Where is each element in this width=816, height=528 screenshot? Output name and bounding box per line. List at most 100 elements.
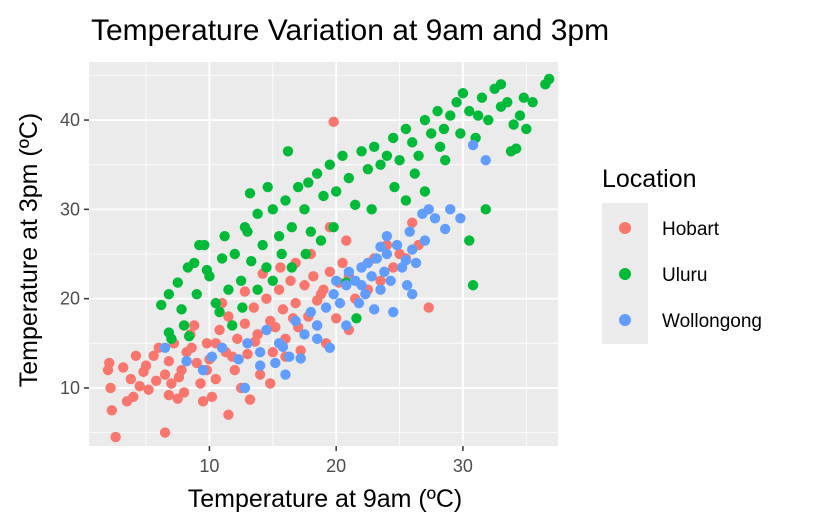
point-wollongong xyxy=(284,351,295,362)
point-hobart xyxy=(285,275,296,286)
point-hobart xyxy=(423,302,434,313)
point-wollongong xyxy=(328,288,339,300)
point-uluru xyxy=(330,186,342,197)
point-wollongong xyxy=(216,342,228,353)
point-uluru xyxy=(292,181,304,193)
point-uluru xyxy=(300,248,311,260)
point-uluru xyxy=(214,306,225,318)
point-hobart xyxy=(105,382,116,394)
point-hobart xyxy=(195,378,206,389)
point-wollongong xyxy=(330,275,342,286)
point-wollongong xyxy=(407,288,418,300)
legend-key-hobart xyxy=(619,222,631,234)
point-uluru xyxy=(518,92,529,103)
point-hobart xyxy=(239,286,251,297)
point-hobart xyxy=(130,350,142,362)
legend-label-uluru: Uluru xyxy=(662,265,707,286)
x-axis-title: Temperature at 9am (ºC) xyxy=(188,485,463,513)
point-uluru xyxy=(176,304,187,315)
point-wollongong xyxy=(445,204,456,215)
point-uluru xyxy=(495,79,507,90)
point-hobart xyxy=(229,364,240,376)
point-hobart xyxy=(191,357,202,369)
point-wollongong xyxy=(254,360,266,371)
point-hobart xyxy=(375,275,386,286)
point-wollongong xyxy=(299,329,310,340)
point-hobart xyxy=(214,324,225,336)
point-wollongong xyxy=(206,351,218,362)
point-uluru xyxy=(324,159,336,170)
point-uluru xyxy=(252,208,263,220)
point-uluru xyxy=(366,204,377,215)
point-uluru xyxy=(400,123,412,135)
point-wollongong xyxy=(369,304,380,315)
point-uluru xyxy=(445,110,456,121)
point-wollongong xyxy=(311,333,323,345)
point-hobart xyxy=(232,333,243,345)
point-hobart xyxy=(125,373,137,385)
point-hobart xyxy=(295,345,306,356)
point-hobart xyxy=(315,288,327,300)
point-uluru xyxy=(201,264,213,276)
point-hobart xyxy=(172,393,183,404)
point-uluru xyxy=(261,262,272,273)
point-hobart xyxy=(341,235,352,246)
point-uluru xyxy=(305,226,317,237)
point-uluru xyxy=(246,255,257,267)
point-hobart xyxy=(328,116,339,128)
point-hobart xyxy=(308,271,319,282)
point-wollongong xyxy=(320,302,332,313)
point-uluru xyxy=(527,96,538,108)
point-wollongong xyxy=(273,338,285,349)
point-uluru xyxy=(407,137,418,148)
point-wollongong xyxy=(242,338,253,349)
point-uluru xyxy=(252,284,263,295)
point-hobart xyxy=(290,297,301,309)
point-hobart xyxy=(244,394,256,405)
x-tick-label: 20 xyxy=(326,456,346,476)
point-wollongong xyxy=(401,280,413,291)
point-hobart xyxy=(163,389,175,401)
point-uluru xyxy=(315,235,327,246)
point-wollongong xyxy=(159,342,171,353)
x-axis-ticks: 10 20 30 xyxy=(199,446,473,476)
point-wollongong xyxy=(362,257,374,269)
point-uluru xyxy=(543,73,555,85)
point-hobart xyxy=(275,262,286,273)
point-uluru xyxy=(286,222,298,233)
point-hobart xyxy=(337,257,348,269)
point-hobart xyxy=(210,373,221,385)
point-uluru xyxy=(438,123,450,135)
point-uluru xyxy=(343,172,355,184)
point-uluru xyxy=(199,239,210,251)
point-uluru xyxy=(286,262,298,273)
point-hobart xyxy=(239,318,251,329)
point-uluru xyxy=(419,186,431,197)
point-hobart xyxy=(223,311,234,322)
point-wollongong xyxy=(371,253,382,264)
point-wollongong xyxy=(391,239,403,251)
chart-title: Temperature Variation at 9am and 3pm xyxy=(91,14,609,47)
point-uluru xyxy=(451,96,462,108)
point-wollongong xyxy=(439,223,451,235)
point-hobart xyxy=(223,409,234,420)
legend-key-wollongong xyxy=(619,314,631,326)
point-hobart xyxy=(201,338,213,349)
point-uluru xyxy=(400,195,412,206)
point-wollongong xyxy=(385,275,396,286)
legend: Location Hobart Uluru Wollongong xyxy=(602,165,762,344)
point-wollongong xyxy=(353,297,365,309)
point-uluru xyxy=(510,143,522,154)
point-uluru xyxy=(409,168,420,179)
point-uluru xyxy=(434,141,446,153)
point-wollongong xyxy=(407,244,418,255)
point-uluru xyxy=(235,275,247,286)
point-wollongong xyxy=(360,288,371,300)
point-wollongong xyxy=(343,266,355,278)
point-wollongong xyxy=(381,230,393,242)
point-hobart xyxy=(134,380,145,392)
point-uluru xyxy=(426,128,437,139)
legend-items: Hobart Uluru Wollongong xyxy=(619,219,762,332)
point-hobart xyxy=(388,262,399,273)
data-points xyxy=(102,73,555,443)
